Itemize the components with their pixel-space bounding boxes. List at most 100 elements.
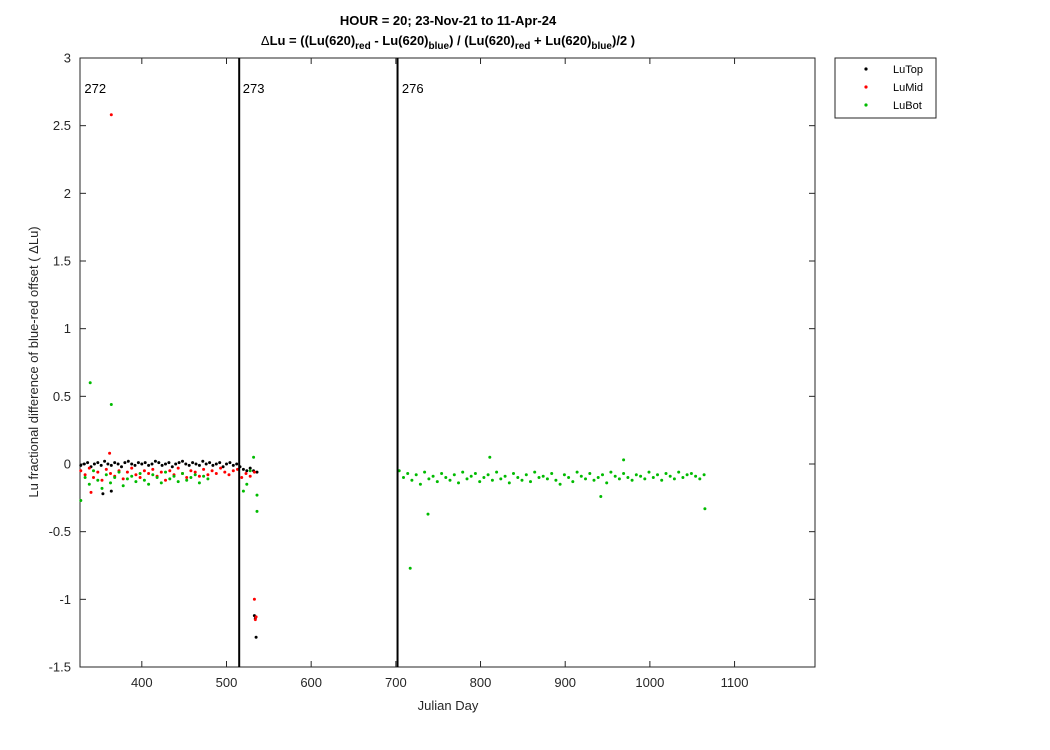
point-lubot	[168, 477, 172, 481]
title2-sub3: red	[515, 41, 531, 52]
point-lumid	[142, 469, 146, 473]
point-lubot	[656, 473, 659, 477]
point-lubot	[461, 470, 465, 474]
point-lumid	[210, 469, 214, 473]
point-lumid	[240, 476, 244, 479]
title2-sub1: red	[355, 41, 371, 52]
legend-marker-lumid	[864, 85, 868, 89]
point-lutop	[101, 492, 105, 496]
point-lutop	[143, 461, 147, 465]
point-lumid	[130, 466, 134, 470]
point-lubot	[482, 476, 486, 479]
point-lutop	[225, 462, 228, 466]
legend-label-lutop: LuTop	[893, 64, 923, 76]
point-lubot	[83, 476, 87, 479]
point-lubot	[703, 507, 707, 511]
point-lubot	[406, 472, 410, 475]
point-lutop	[208, 461, 212, 465]
point-lutop	[174, 462, 178, 466]
point-lutop	[235, 462, 239, 466]
point-lubot	[176, 480, 180, 484]
point-lubot	[402, 476, 405, 479]
point-lutop	[181, 459, 184, 463]
point-lubot	[100, 486, 104, 490]
point-lubot	[113, 476, 117, 479]
point-lubot	[503, 474, 507, 478]
point-lutop	[245, 469, 249, 473]
point-lutop	[109, 463, 113, 467]
point-lumid	[189, 469, 193, 473]
point-lubot	[193, 473, 197, 477]
point-lutop	[184, 462, 188, 466]
point-lubot	[605, 481, 609, 485]
x-tick-label: 700	[385, 675, 407, 690]
point-lumid	[151, 467, 155, 471]
point-lutop	[197, 463, 201, 467]
point-lubot	[533, 470, 537, 474]
point-lubot	[609, 470, 613, 474]
point-lubot	[622, 472, 626, 475]
x-tick-label: 600	[300, 675, 322, 690]
point-lumid	[89, 490, 93, 494]
point-lubot	[516, 476, 520, 479]
point-lumid	[168, 469, 172, 473]
point-lubot	[155, 476, 159, 479]
point-lutop	[96, 461, 100, 465]
point-lutop	[228, 461, 232, 465]
point-lubot	[457, 481, 460, 485]
x-tick-label: 400	[131, 675, 153, 690]
point-lubot	[147, 482, 151, 486]
point-lubot	[245, 482, 249, 486]
point-lumid	[202, 467, 206, 471]
region-labels: 272 273 276	[84, 81, 423, 96]
point-lubot	[469, 474, 473, 478]
point-lubot	[622, 458, 626, 462]
point-lumid	[96, 470, 100, 474]
point-lumid	[134, 473, 138, 477]
point-lumid	[121, 477, 125, 481]
point-lubot	[685, 473, 689, 477]
point-lutop	[126, 459, 130, 463]
point-lubot	[672, 477, 676, 481]
point-lumid	[164, 478, 167, 482]
point-lubot	[151, 473, 155, 477]
point-lutop	[218, 461, 222, 465]
legend: LuTop LuMid LuBot	[834, 57, 937, 119]
point-lutop	[170, 465, 174, 469]
point-lutop	[214, 462, 218, 466]
point-lutop	[164, 462, 167, 466]
point-lubot	[423, 470, 427, 474]
point-lubot	[435, 480, 439, 484]
point-lumid	[79, 469, 83, 473]
point-lubot	[529, 480, 532, 484]
point-lubot	[626, 476, 630, 479]
point-lumid	[193, 470, 197, 474]
point-lubot	[87, 482, 91, 486]
point-lubot	[109, 481, 112, 485]
chart-title-line2: ΔLu = ((Lu(620)red - Lu(620)blue) / (Lu(…	[261, 33, 635, 52]
y-tick-label: 2.5	[53, 118, 71, 133]
point-lubot	[414, 473, 418, 477]
region-label: 272	[84, 81, 106, 96]
x-tick-label: 900	[554, 675, 576, 690]
y-tick-label: -0.5	[49, 524, 71, 539]
y-tick-label: 0.5	[53, 389, 71, 404]
point-lubot	[255, 493, 259, 497]
point-lubot	[452, 473, 456, 477]
point-lubot	[138, 472, 142, 475]
region-label: 276	[402, 81, 424, 96]
point-lubot	[694, 474, 698, 478]
point-lubot	[206, 477, 210, 481]
point-lubot	[499, 477, 503, 481]
point-lubot	[473, 472, 477, 475]
point-lubot	[142, 478, 146, 482]
point-lumid	[248, 474, 252, 478]
point-lutop	[211, 463, 215, 467]
point-lubot	[448, 478, 452, 482]
point-lumid	[87, 466, 91, 470]
y-tick-label: 1.5	[53, 254, 71, 269]
point-lubot	[241, 489, 245, 493]
point-lutop	[191, 461, 195, 465]
point-lumid	[214, 472, 218, 475]
point-lubot	[575, 470, 579, 474]
